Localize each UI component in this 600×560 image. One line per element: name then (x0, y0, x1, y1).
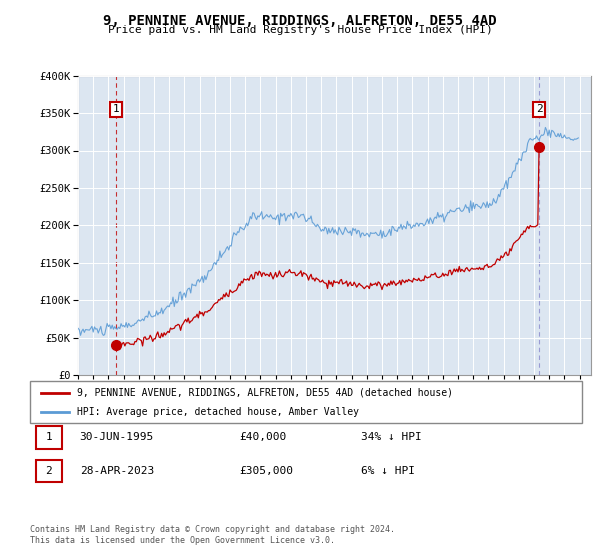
FancyBboxPatch shape (35, 460, 62, 482)
FancyBboxPatch shape (30, 381, 582, 423)
Text: Price paid vs. HM Land Registry's House Price Index (HPI): Price paid vs. HM Land Registry's House … (107, 25, 493, 35)
Text: HPI: Average price, detached house, Amber Valley: HPI: Average price, detached house, Ambe… (77, 407, 359, 417)
Text: 2: 2 (46, 466, 52, 476)
FancyBboxPatch shape (35, 426, 62, 449)
Text: £40,000: £40,000 (240, 432, 287, 442)
Text: 34% ↓ HPI: 34% ↓ HPI (361, 432, 422, 442)
Text: 1: 1 (46, 432, 52, 442)
Text: 9, PENNINE AVENUE, RIDDINGS, ALFRETON, DE55 4AD (detached house): 9, PENNINE AVENUE, RIDDINGS, ALFRETON, D… (77, 388, 453, 398)
Text: 28-APR-2023: 28-APR-2023 (80, 466, 154, 476)
Text: 6% ↓ HPI: 6% ↓ HPI (361, 466, 415, 476)
Text: 2: 2 (536, 104, 542, 114)
Text: Contains HM Land Registry data © Crown copyright and database right 2024.: Contains HM Land Registry data © Crown c… (30, 525, 395, 534)
Text: This data is licensed under the Open Government Licence v3.0.: This data is licensed under the Open Gov… (30, 536, 335, 545)
Text: £305,000: £305,000 (240, 466, 294, 476)
Text: 30-JUN-1995: 30-JUN-1995 (80, 432, 154, 442)
Text: 9, PENNINE AVENUE, RIDDINGS, ALFRETON, DE55 4AD: 9, PENNINE AVENUE, RIDDINGS, ALFRETON, D… (103, 14, 497, 28)
Text: 1: 1 (113, 104, 119, 114)
